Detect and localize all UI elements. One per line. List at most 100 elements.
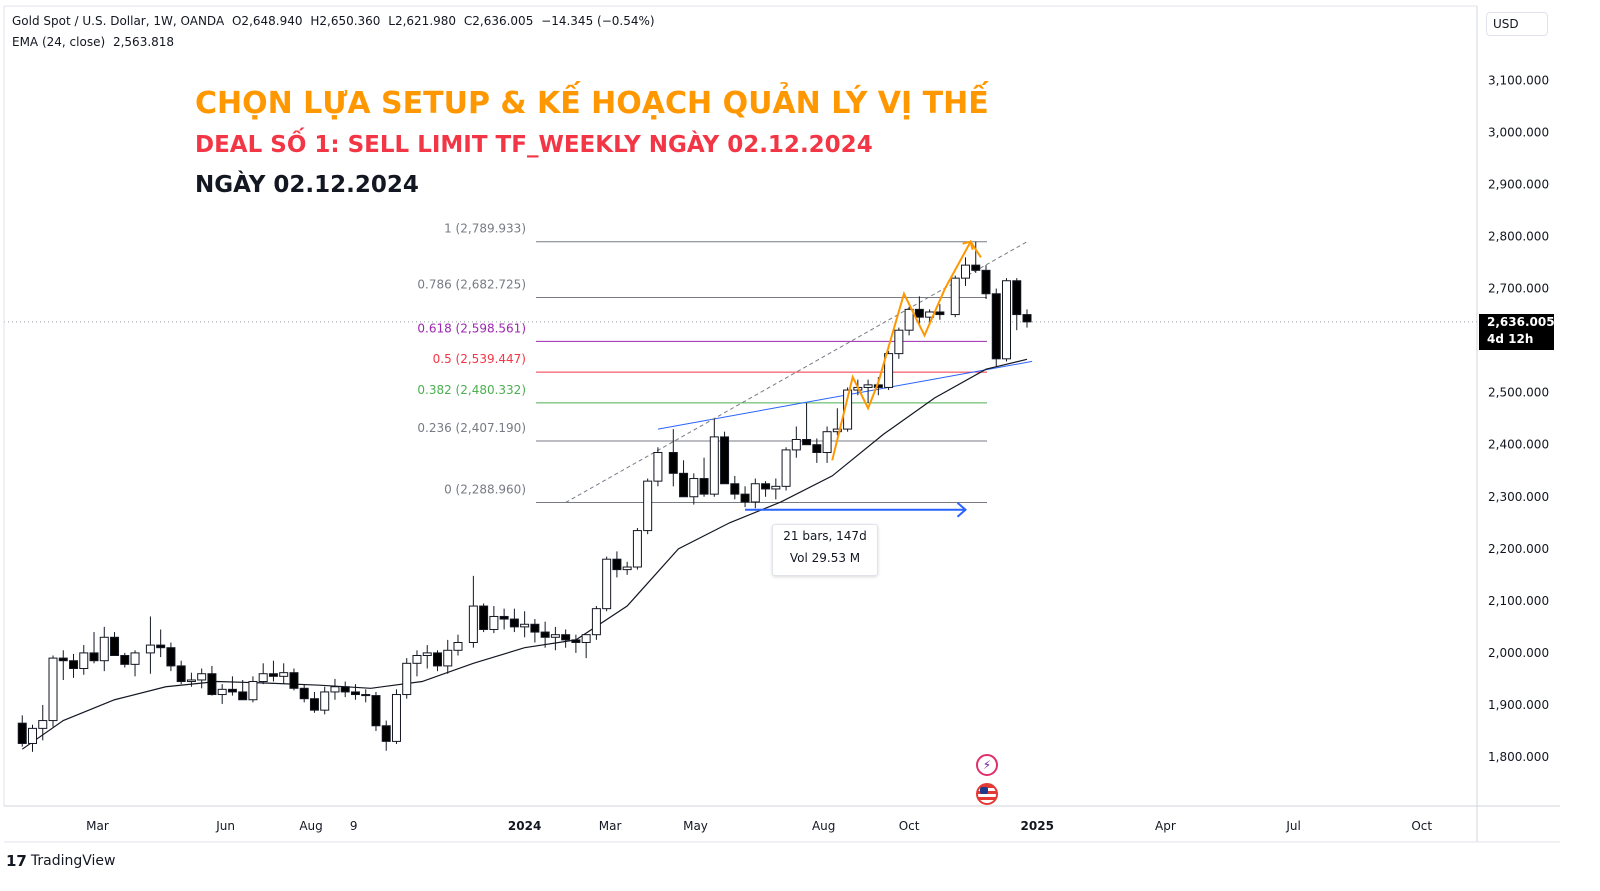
candle-body xyxy=(279,672,289,677)
candle-body xyxy=(17,722,27,744)
candle-body xyxy=(960,264,970,279)
candle-body xyxy=(914,308,924,318)
lightning-icon[interactable]: ⚡ xyxy=(976,754,998,776)
candle xyxy=(258,663,268,685)
candle-body xyxy=(904,308,914,331)
candle-body xyxy=(79,652,89,670)
x-tick-label: Oct xyxy=(899,819,920,833)
candle xyxy=(58,650,68,680)
candle-body xyxy=(679,472,689,498)
candle-body xyxy=(981,269,991,295)
candle xyxy=(750,478,760,509)
y-tick-label: 2,000.000 xyxy=(1488,646,1549,660)
candle xyxy=(679,460,689,498)
candle-body xyxy=(330,686,340,693)
candle-body xyxy=(227,688,237,693)
y-tick-label: 3,100.000 xyxy=(1488,73,1549,87)
us-flag-icon[interactable] xyxy=(976,783,998,805)
candle xyxy=(981,265,991,299)
candle-body xyxy=(802,438,812,446)
candle xyxy=(238,679,248,701)
ema-legend[interactable]: EMA (24, close) 2,563.818 xyxy=(12,35,178,49)
candle xyxy=(79,645,89,675)
candle-body xyxy=(863,384,873,388)
candle-body xyxy=(186,679,196,683)
y-tick-label: 2,500.000 xyxy=(1488,386,1549,400)
candle-body xyxy=(422,652,432,657)
candle-body xyxy=(571,639,581,643)
fib-level-label: 0 (2,288.960) xyxy=(444,482,526,496)
tradingview-brand[interactable]: 17 TradingView xyxy=(6,852,115,870)
symbol-legend[interactable]: Gold Spot / U.S. Dollar, 1W, OANDA O2,64… xyxy=(12,14,659,28)
candle xyxy=(28,724,38,752)
candle-body xyxy=(822,431,832,454)
candle-body xyxy=(643,480,653,532)
ema-line xyxy=(21,358,1028,750)
candle-body xyxy=(550,634,560,638)
y-tick-label: 1,900.000 xyxy=(1488,698,1549,712)
y-tick-label: 2,100.000 xyxy=(1488,594,1549,608)
candle xyxy=(699,457,709,497)
candle-body xyxy=(791,438,801,451)
candle xyxy=(761,481,771,497)
candle-body xyxy=(884,353,894,388)
candle xyxy=(489,606,499,634)
candle xyxy=(812,438,822,463)
fib-level-label: 1 (2,789.933) xyxy=(444,222,526,236)
candle-body xyxy=(771,485,781,490)
high-value: H2,650.360 xyxy=(310,14,381,28)
candle-body xyxy=(289,672,299,689)
candle-body xyxy=(309,698,319,711)
fib-level-label: 0.618 (2,598.561) xyxy=(417,321,526,335)
candle xyxy=(279,663,289,685)
candle xyxy=(110,632,120,657)
candle-body xyxy=(581,634,591,643)
candle-body xyxy=(443,649,453,667)
candle xyxy=(894,327,904,359)
candle xyxy=(289,668,299,691)
currency-selector[interactable]: USD xyxy=(1486,12,1548,36)
candle xyxy=(781,447,791,491)
x-tick-label: Mar xyxy=(86,819,109,833)
candle-body xyxy=(453,641,463,651)
candle xyxy=(730,475,740,500)
candle xyxy=(453,634,463,656)
candle xyxy=(99,626,109,672)
candle-body xyxy=(1012,280,1022,316)
candle-body xyxy=(843,389,853,430)
candle xyxy=(643,478,653,535)
candle xyxy=(156,629,166,658)
x-tick-label: Aug xyxy=(812,819,835,833)
chart-title-sub: DEAL SỐ 1: SELL LIMIT TF_WEEKLY NGÀY 02.… xyxy=(195,132,873,158)
candle xyxy=(186,672,196,687)
candle xyxy=(1012,278,1022,331)
candle-body xyxy=(668,452,678,474)
candle xyxy=(884,351,894,391)
y-tick-label: 3,000.000 xyxy=(1488,125,1549,139)
x-tick-label: 2025 xyxy=(1021,819,1054,833)
candle-body xyxy=(197,673,207,681)
candle xyxy=(309,691,319,713)
candle xyxy=(145,616,155,674)
symbol-name: Gold Spot / U.S. Dollar, 1W, OANDA xyxy=(12,14,225,28)
candle xyxy=(371,691,381,731)
fib-retracement[interactable]: 1 (2,789.933) 0.786 (2,682.725) 0.618 (2,5… xyxy=(417,222,987,503)
last-price: 2,636.005 xyxy=(1487,315,1555,329)
candle xyxy=(740,486,750,508)
candle-body xyxy=(340,686,350,693)
x-tick-label: Oct xyxy=(1411,819,1432,833)
candle-body xyxy=(935,311,945,316)
candle-body xyxy=(89,652,99,662)
candle xyxy=(381,720,391,751)
candle xyxy=(166,642,176,672)
candle-body xyxy=(468,605,478,643)
candle xyxy=(48,655,58,727)
candle xyxy=(330,678,340,700)
candle xyxy=(1022,309,1032,328)
candle-body xyxy=(268,673,278,677)
x-tick-label: Mar xyxy=(599,819,622,833)
candle xyxy=(622,561,632,575)
candle xyxy=(1002,278,1012,362)
range-measure-arrowhead xyxy=(956,502,968,518)
